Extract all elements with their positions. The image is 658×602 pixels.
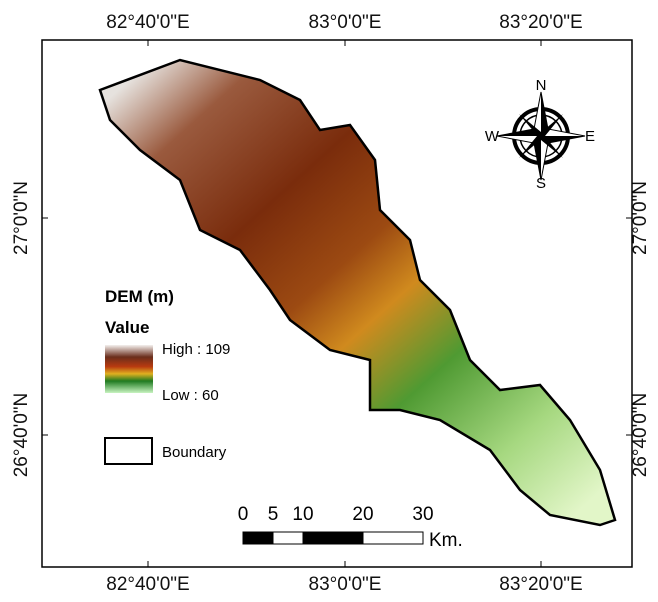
bottom-label: 83°0'0"E xyxy=(309,574,382,595)
legend-boundary: Boundary xyxy=(162,444,227,461)
scale-label: 10 xyxy=(292,504,313,525)
scale-segment xyxy=(363,532,423,544)
map: 82°40'0"E 82°40'0"E 83°0'0"E 83°0'0"E 83°20'… xyxy=(0,0,658,597)
scale-segment xyxy=(303,532,363,544)
scale-label: 5 xyxy=(268,504,279,525)
top-label: 83°0'0"E xyxy=(309,12,382,33)
scale-segment xyxy=(273,532,303,544)
legend-low: Low : 60 xyxy=(162,387,219,404)
left-label: 26°40'0"N xyxy=(11,393,32,478)
bottom-label: 83°20'0"E xyxy=(499,574,582,595)
top-label: 82°40'0"E xyxy=(106,12,189,33)
top-label: 83°20'0"E xyxy=(499,12,582,33)
scale-segment xyxy=(243,532,273,544)
legend-title: DEM (m) xyxy=(105,287,174,306)
right-label: 27°0'0"N xyxy=(630,181,651,255)
right-label: 26°40'0"N xyxy=(630,393,651,478)
scale-label: 0 xyxy=(238,504,249,525)
legend-boundary-swatch xyxy=(105,438,152,464)
compass-s: S xyxy=(536,175,546,192)
scale-unit: Km. xyxy=(429,530,463,551)
scale-label: 20 xyxy=(352,504,373,525)
legend-ramp xyxy=(105,345,153,393)
scale-label: 30 xyxy=(412,504,433,525)
left-label: 27°0'0"N xyxy=(11,181,32,255)
compass-w: W xyxy=(485,128,500,145)
legend-high: High : 109 xyxy=(162,341,230,358)
compass-e: E xyxy=(585,128,595,145)
bottom-label: 82°40'0"E xyxy=(106,574,189,595)
legend-subtitle: Value xyxy=(105,318,149,337)
compass-n: N xyxy=(536,77,547,94)
